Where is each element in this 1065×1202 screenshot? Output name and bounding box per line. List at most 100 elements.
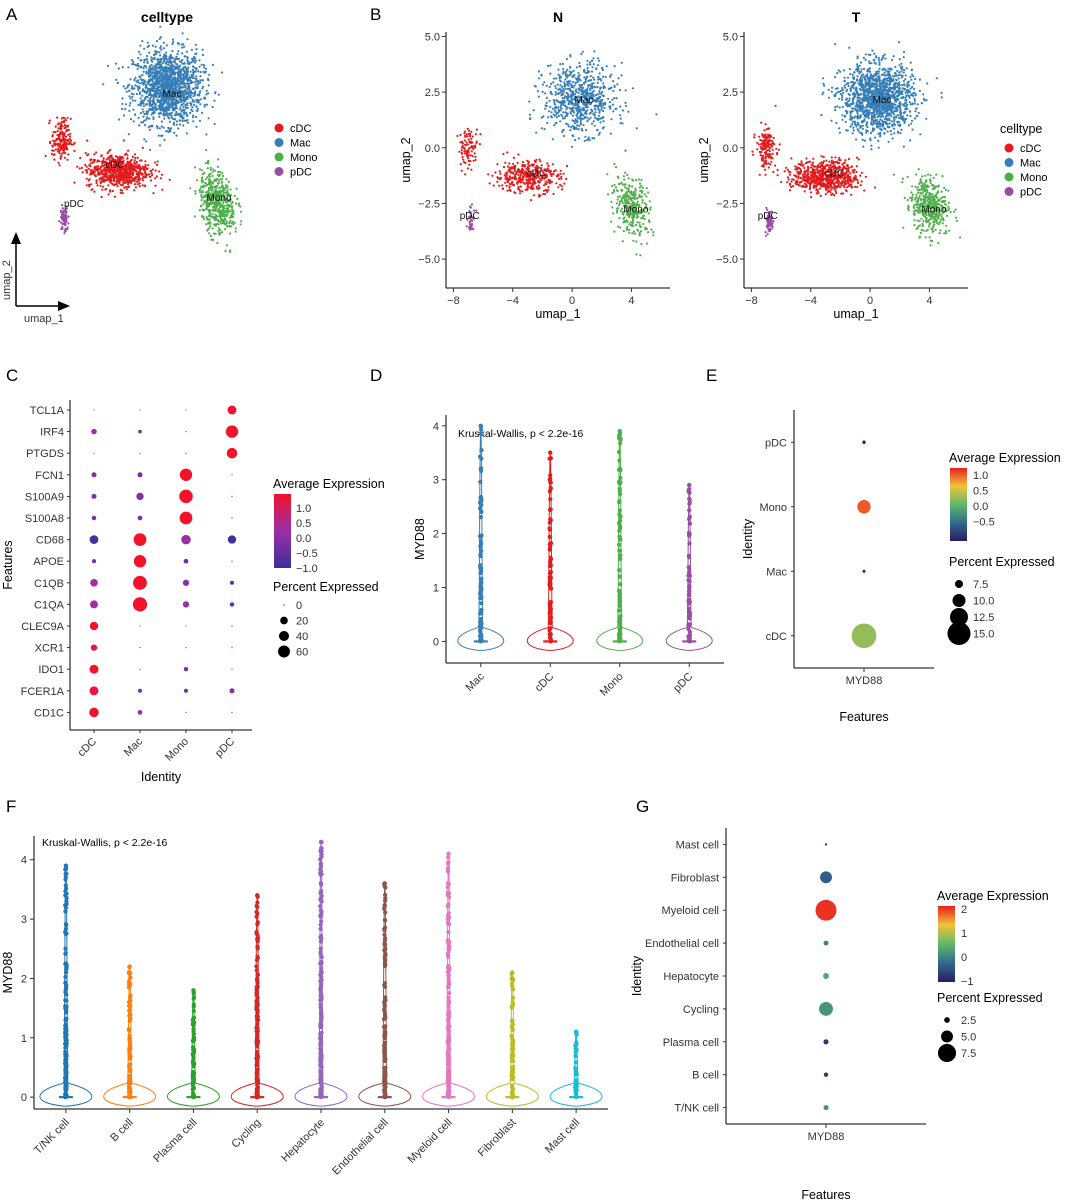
umap-n-point-mac: [545, 84, 548, 87]
umap-n-point-mac: [589, 116, 592, 119]
umap-t-point-mac: [898, 41, 901, 44]
umap-celltype-point-mac: [159, 54, 162, 57]
umap-celltype-point-cdc: [112, 184, 116, 187]
umap-celltype-point-mac: [166, 101, 170, 104]
umap-celltype-point-cdc: [44, 154, 47, 157]
umap-n-point-mac: [571, 106, 574, 109]
umap-n-point-cdc: [537, 179, 540, 183]
umap-celltype-point-mac: [134, 63, 137, 66]
umap-celltype-point-mac: [171, 38, 175, 41]
umap-n-point-mac: [597, 118, 600, 122]
umap-celltype-point-cdc: [158, 170, 161, 173]
umap-celltype-point-mono: [209, 234, 212, 238]
umap-t-point-mac: [909, 139, 912, 142]
umap-celltype-point-mac: [204, 97, 207, 100]
umap-celltype-point-mac: [173, 71, 176, 74]
umap-celltype-point-mac: [181, 117, 184, 120]
umap-n-point-mono: [627, 177, 630, 180]
umap-celltype-point-mac: [190, 92, 193, 95]
umap-celltype-point-cdc: [93, 153, 96, 156]
umap-celltype-point-cdc: [85, 165, 88, 168]
umap-celltype-point-mac: [165, 85, 168, 88]
umap-n-point-mono: [647, 191, 650, 194]
umap-n-point-mac: [599, 86, 602, 89]
umap-celltype-point-mac: [182, 124, 185, 127]
umap-n-x-tick-label: 0: [569, 295, 575, 307]
umap-celltype-point-mono: [205, 223, 208, 226]
umap-n-point-cdc: [510, 181, 514, 184]
umap-celltype-point-mac: [141, 40, 144, 43]
umap-celltype-point-mac: [176, 114, 179, 117]
umap-celltype-point-mac: [142, 104, 145, 108]
umap-n-point-mono: [619, 195, 622, 198]
umap-celltype-point-cdc: [73, 181, 76, 184]
umap-celltype-point-mono: [201, 215, 204, 219]
umap-celltype-point-mac: [142, 83, 145, 86]
umap-celltype-point-mac: [171, 42, 174, 46]
umap-n-point-cdc: [478, 143, 481, 146]
umap-celltype-point-mac: [190, 48, 193, 51]
umap-n-point-cdc: [560, 177, 563, 180]
umap-celltype-point-cdc: [101, 185, 105, 188]
umap-n-point-mono: [631, 185, 634, 188]
umap-t-point-mac: [893, 127, 896, 130]
umap-celltype-point-mac: [149, 100, 152, 103]
umap-celltype-point-mac: [126, 86, 129, 89]
umap-celltype-point-mac: [192, 87, 195, 90]
umap-celltype-point-mono: [210, 238, 213, 241]
umap-celltype-point-mac: [156, 66, 159, 69]
umap-celltype-point-cdc: [62, 116, 65, 119]
umap-n-point-mono: [616, 175, 619, 178]
umap-celltype-point-cdc: [140, 159, 143, 162]
umap-celltype-point-cdc: [48, 119, 51, 122]
umap-celltype-point-mono: [228, 220, 231, 224]
umap-celltype-point-mac: [191, 60, 194, 63]
umap-n-point-mac: [548, 110, 551, 113]
umap-celltype-point-cdc: [141, 184, 144, 187]
umap-n-point-cdc: [494, 171, 497, 174]
umap-n-point-pdc: [470, 223, 473, 226]
umap-n-point-mac: [619, 88, 622, 92]
umap-n-point-mac: [572, 135, 575, 138]
umap-n-point-mono: [640, 191, 644, 194]
umap-n-point-cdc: [542, 189, 546, 192]
umap-celltype-point-mac: [164, 57, 168, 60]
umap-n-point-cdc: [555, 174, 558, 177]
umap-celltype-point-mac: [175, 120, 178, 123]
umap-n-point-cdc: [498, 170, 501, 173]
umap-n-point-mac: [576, 124, 579, 127]
umap-celltype-point-mac: [183, 45, 186, 48]
umap-t-point-mac: [858, 87, 862, 91]
umap-celltype-point-mac: [191, 68, 194, 71]
umap-t-point-mac: [848, 68, 852, 71]
umap-n-point-mac: [562, 68, 565, 71]
umap-n-point-cdc: [461, 152, 464, 155]
umap-celltype-point-cdc: [54, 131, 57, 134]
umap-celltype-point-mono: [225, 184, 228, 187]
umap-n-point-mono: [628, 231, 631, 234]
umap-celltype-point-mac: [139, 75, 142, 78]
umap-t-point-mac: [843, 84, 846, 87]
umap-celltype-point-mac: [149, 84, 152, 87]
umap-n-point-mac: [586, 63, 589, 66]
umap-celltype-point-mac: [159, 69, 162, 72]
umap-celltype-point-cdc: [125, 188, 128, 191]
umap-celltype-point-mono: [216, 177, 219, 181]
umap-n-point-mac: [584, 78, 587, 81]
umap-celltype-point-mac: [184, 93, 187, 96]
umap-n-point-mono: [620, 188, 623, 191]
umap-n-point-mono: [637, 178, 641, 181]
umap-n-point-mac: [528, 117, 532, 121]
umap-n-point-mac: [564, 83, 568, 86]
umap-n-point-mono: [620, 199, 623, 203]
umap-celltype-point-mac: [146, 116, 149, 119]
umap-celltype-point-mac: [150, 58, 153, 61]
legend-swatch-mac: [274, 138, 284, 147]
umap-n-point-cdc: [523, 182, 527, 185]
umap-celltype-point-cdc: [112, 179, 116, 183]
umap-celltype-point-mac: [150, 63, 153, 66]
umap-n-point-cdc: [526, 183, 530, 186]
umap-celltype-point-mac: [138, 82, 142, 85]
umap-celltype-point-mac: [155, 81, 158, 84]
umap-celltype-point-cdc: [111, 175, 114, 178]
